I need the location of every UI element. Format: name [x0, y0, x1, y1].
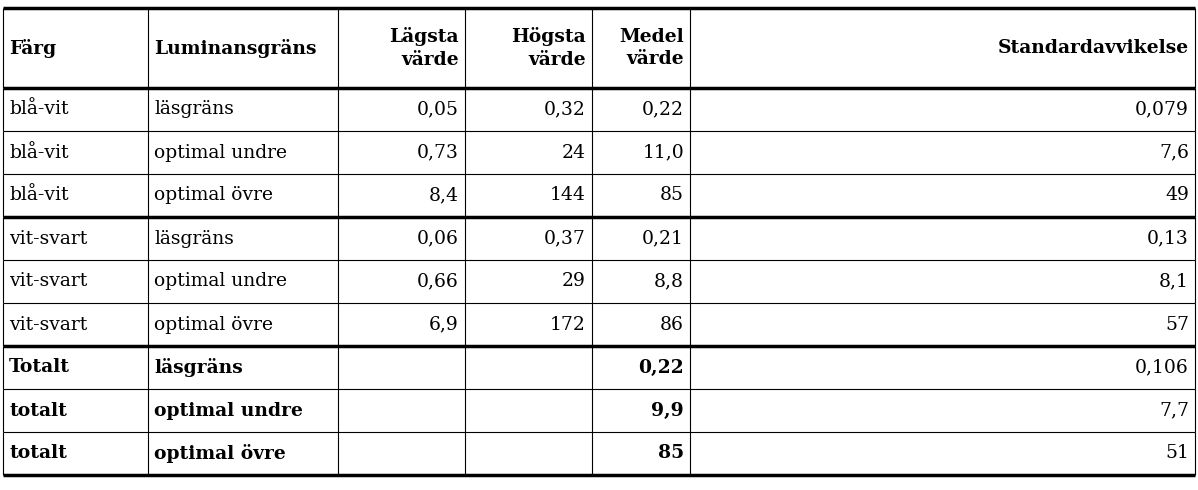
Text: 0,73: 0,73: [417, 144, 459, 162]
Text: Högsta
värde: Högsta värde: [512, 27, 586, 69]
Text: 0,22: 0,22: [642, 100, 684, 119]
Text: 0,22: 0,22: [639, 359, 684, 376]
Text: 0,32: 0,32: [544, 100, 586, 119]
Text: optimal undre: optimal undre: [155, 272, 288, 291]
Text: optimal övre: optimal övre: [155, 444, 286, 463]
Text: Standardavvikelse: Standardavvikelse: [998, 39, 1188, 57]
Text: vit-svart: vit-svart: [10, 316, 87, 334]
Text: 85: 85: [658, 444, 684, 463]
Text: vit-svart: vit-svart: [10, 229, 87, 247]
Text: 7,7: 7,7: [1158, 401, 1188, 419]
Text: Luminansgräns: Luminansgräns: [155, 39, 316, 57]
Text: optimal undre: optimal undre: [155, 401, 303, 419]
Text: 9,9: 9,9: [652, 401, 684, 419]
Text: 8,4: 8,4: [429, 187, 459, 204]
Text: blå-vit: blå-vit: [10, 100, 68, 119]
Text: 49: 49: [1166, 187, 1188, 204]
Text: 0,06: 0,06: [417, 229, 459, 247]
Text: 11,0: 11,0: [642, 144, 684, 162]
Text: vit-svart: vit-svart: [10, 272, 87, 291]
Text: läsgräns: läsgräns: [155, 100, 234, 119]
Text: 85: 85: [660, 187, 684, 204]
Text: 0,37: 0,37: [544, 229, 586, 247]
Text: 0,079: 0,079: [1136, 100, 1188, 119]
Text: 8,1: 8,1: [1160, 272, 1188, 291]
Text: blå-vit: blå-vit: [10, 144, 68, 162]
Text: Medel
värde: Medel värde: [619, 28, 684, 68]
Text: 0,106: 0,106: [1136, 359, 1188, 376]
Text: optimal övre: optimal övre: [155, 187, 273, 204]
Text: 29: 29: [562, 272, 586, 291]
Text: 6,9: 6,9: [429, 316, 459, 334]
Text: Totalt: Totalt: [10, 359, 69, 376]
Text: totalt: totalt: [10, 444, 67, 463]
Text: 24: 24: [562, 144, 586, 162]
Text: optimal undre: optimal undre: [155, 144, 288, 162]
Text: 57: 57: [1164, 316, 1188, 334]
Text: 0,05: 0,05: [417, 100, 459, 119]
Text: 8,8: 8,8: [654, 272, 684, 291]
Text: 172: 172: [550, 316, 586, 334]
Text: Färg: Färg: [10, 39, 56, 57]
Text: 7,6: 7,6: [1160, 144, 1188, 162]
Text: läsgräns: läsgräns: [155, 229, 234, 247]
Text: 0,13: 0,13: [1148, 229, 1188, 247]
Text: 0,21: 0,21: [642, 229, 684, 247]
Text: blå-vit: blå-vit: [10, 187, 68, 204]
Text: 144: 144: [550, 187, 586, 204]
Text: totalt: totalt: [10, 401, 67, 419]
Text: 86: 86: [660, 316, 684, 334]
Text: 51: 51: [1166, 444, 1188, 463]
Text: Lägsta
värde: Lägsta värde: [389, 27, 459, 69]
Text: läsgräns: läsgräns: [155, 358, 243, 377]
Text: optimal övre: optimal övre: [155, 316, 273, 334]
Text: 0,66: 0,66: [417, 272, 459, 291]
